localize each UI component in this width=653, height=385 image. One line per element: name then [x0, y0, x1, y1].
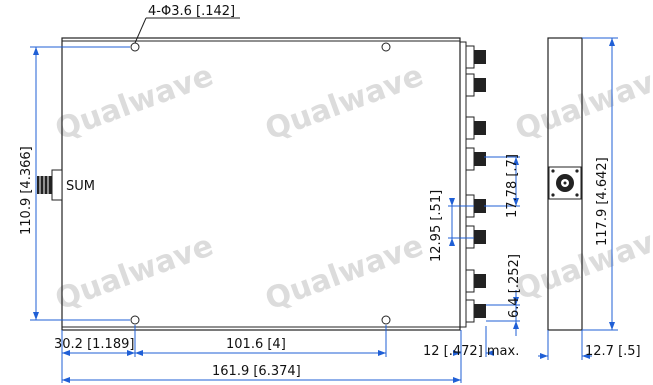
dimension-side-width [538, 330, 592, 360]
side-view-body [547, 37, 583, 331]
hole-spec-label: 4-Φ3.6 [.142] [148, 4, 235, 19]
dimension-12-95 [448, 198, 474, 246]
dim-12-max-label: 12 [.472] max. [423, 344, 519, 359]
watermark-text: Qualwave [261, 228, 428, 317]
mounting-hole [130, 315, 140, 325]
sum-label: SUM [66, 179, 95, 194]
sum-connector [37, 169, 63, 201]
dimension-6-4 [486, 290, 520, 336]
dimension-overall-width [62, 330, 462, 383]
output-connector [465, 147, 486, 171]
dim-101-6-label: 101.6 [4] [226, 337, 286, 352]
output-connector [465, 225, 486, 249]
watermark-text: Qualwave [261, 58, 428, 147]
dim-12-7-label: 12.7 [.5] [585, 344, 641, 359]
dimension-height-right [582, 37, 618, 331]
connector-panel [459, 41, 467, 328]
dim-12-95-label: 12.95 [.51] [429, 190, 444, 262]
sum-flange [51, 169, 63, 201]
dim-6-4-label: 6.4 [.252] [507, 254, 522, 318]
mounting-hole [130, 42, 140, 52]
dim-17-78-label: 17.78 [.7] [505, 154, 520, 218]
watermark-text: Qualwave [51, 58, 218, 147]
dim-30-2-label: 30.2 [1.189] [54, 337, 134, 352]
watermark-text: Qualwave [51, 228, 218, 317]
dimension-bottom-holes [61, 325, 387, 383]
output-connector [465, 73, 486, 97]
dimension-height-left [30, 46, 130, 321]
output-connector [465, 116, 486, 140]
dim-161-9-label: 161.9 [6.374] [212, 364, 301, 379]
hole-leader [134, 17, 147, 44]
side-view [547, 37, 583, 331]
mounting-hole [381, 42, 391, 52]
output-connector [465, 269, 486, 293]
output-connectors [459, 41, 486, 328]
mounting-hole [381, 315, 391, 325]
height-left-label: 110.9 [4.366] [19, 146, 34, 235]
dimension-17-78 [484, 156, 520, 207]
output-connector [465, 45, 486, 69]
height-right-label: 117.9 [4.642] [595, 157, 610, 246]
output-connector [465, 299, 486, 323]
dimension-connector-depth [453, 326, 494, 357]
